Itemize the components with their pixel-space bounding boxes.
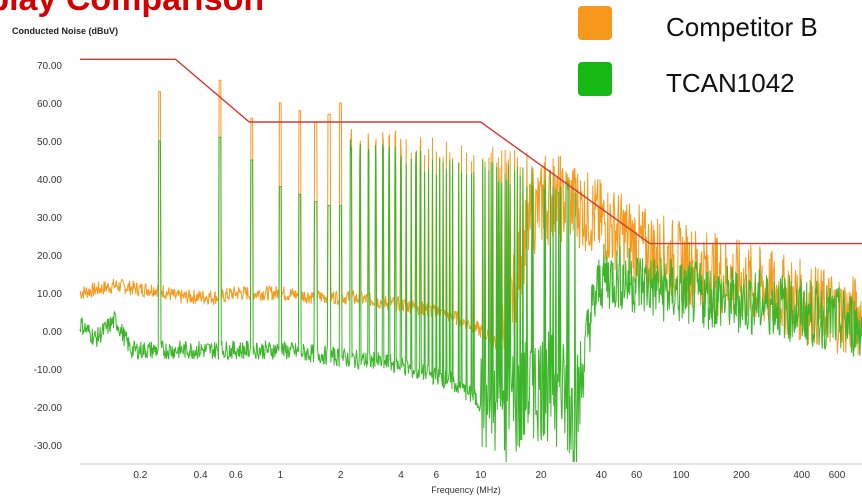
x-tick-label: 0.2	[133, 470, 147, 481]
y-axis-title: Conducted Noise (dBuV)	[12, 26, 118, 36]
x-axis-title: Frequency (MHz)	[431, 485, 501, 495]
legend-label-competitor-b: Competitor B	[666, 12, 818, 42]
y-tick-label: 20.00	[37, 251, 62, 262]
legend-swatch-competitor-b	[578, 6, 612, 40]
x-tick-label: 400	[793, 470, 810, 481]
x-tick-label: 60	[631, 470, 643, 481]
x-tick-label: 20	[535, 470, 547, 481]
x-axis-ticks: 0.2 0.4 0.6 1 2 4 6 10 20 40 60 100 200 400 600	[133, 470, 845, 481]
y-tick-label: 0.00	[43, 327, 63, 338]
y-tick-label: -10.00	[34, 365, 63, 376]
y-tick-label: 70.00	[37, 61, 62, 72]
y-tick-label: -20.00	[34, 403, 63, 414]
y-tick-label: 40.00	[37, 175, 62, 186]
x-tick-label: 600	[829, 470, 846, 481]
series-line-tcan1042	[79, 136, 862, 463]
y-axis-ticks: 70.00 60.00 50.00 40.00 30.00 20.00 10.00 0.00 -…	[34, 61, 63, 452]
x-tick-label: 6	[433, 470, 439, 481]
legend-label-tcan1042: TCAN1042	[666, 68, 795, 98]
plot-area	[79, 58, 862, 463]
y-tick-label: 60.00	[37, 99, 62, 110]
limit-line	[80, 58, 862, 245]
y-tick-label: 10.00	[37, 289, 62, 300]
x-tick-label: 1	[278, 470, 284, 481]
y-tick-label: 50.00	[37, 137, 62, 148]
x-tick-label: 0.6	[229, 470, 243, 481]
legend-swatch-tcan1042	[578, 62, 612, 96]
x-tick-label: 100	[673, 470, 690, 481]
legend: Competitor B TCAN1042	[578, 6, 818, 98]
x-tick-label: 4	[398, 470, 404, 481]
x-tick-label: 200	[733, 470, 750, 481]
x-tick-label: 0.4	[194, 470, 208, 481]
x-tick-label: 2	[338, 470, 344, 481]
x-tick-label: 10	[475, 470, 487, 481]
x-tick-label: 40	[596, 470, 608, 481]
y-tick-label: 30.00	[37, 213, 62, 224]
y-tick-label: -30.00	[34, 441, 63, 452]
slide-headline: ...play Comparison	[0, 0, 264, 18]
